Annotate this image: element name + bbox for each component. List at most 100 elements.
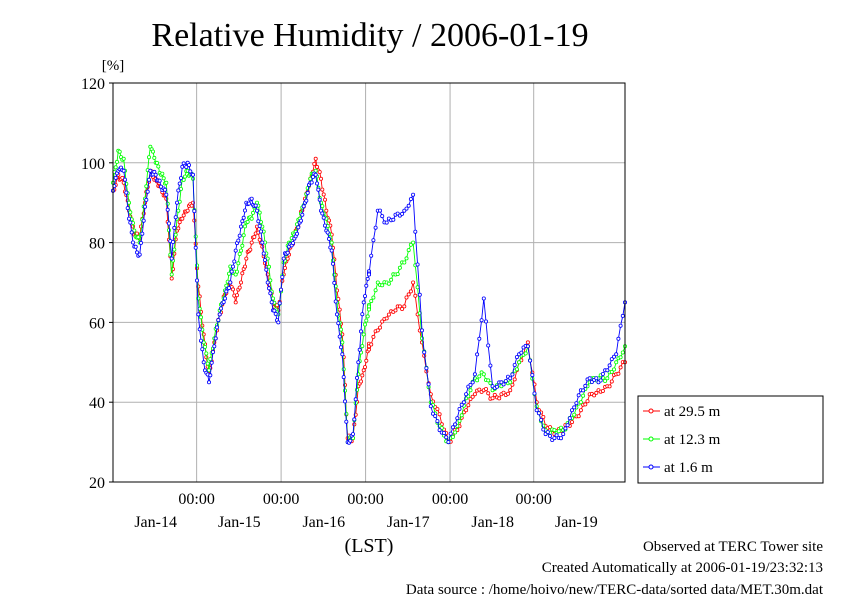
series-2-point xyxy=(330,261,335,266)
series-2-point xyxy=(354,375,359,380)
series-2-point xyxy=(184,164,189,169)
series-2-point xyxy=(344,419,349,424)
series-2-point xyxy=(169,256,174,261)
series-2-point xyxy=(129,230,134,235)
series-2-point xyxy=(127,216,132,221)
series-1-point xyxy=(270,296,275,301)
series-2-point xyxy=(218,306,223,311)
series-0-point xyxy=(477,387,482,392)
series-0-point xyxy=(548,425,553,430)
series-2-point xyxy=(581,388,586,393)
series-1-point xyxy=(154,160,159,165)
series-2-point xyxy=(534,408,539,413)
series-2-point xyxy=(253,203,258,208)
series-2-point xyxy=(477,336,482,341)
series-0-point xyxy=(313,156,318,161)
series-1-point xyxy=(380,283,385,288)
series-2-point xyxy=(304,198,309,203)
series-2-point xyxy=(574,401,579,406)
series-0-point xyxy=(134,231,139,236)
series-2-point xyxy=(514,355,519,360)
series-1-point xyxy=(202,344,207,349)
series-1-point xyxy=(453,430,458,435)
series-0-point xyxy=(397,304,402,309)
series-0-point xyxy=(185,208,190,213)
series-2-point xyxy=(350,432,355,437)
series-2-point xyxy=(123,177,128,182)
x-time-label-3: 00:00 xyxy=(432,491,468,508)
series-2-point xyxy=(448,431,453,436)
series-0-point xyxy=(406,292,411,297)
series-2-point xyxy=(325,230,330,235)
series-1-point xyxy=(450,434,455,439)
series-2-point xyxy=(554,433,559,438)
series-2-point xyxy=(341,375,346,380)
series-2-point xyxy=(296,225,301,230)
y-axis-unit-label: [%] xyxy=(102,58,125,74)
series-2-point xyxy=(508,376,513,381)
series-2-point xyxy=(576,393,581,398)
series-2-point xyxy=(561,432,566,437)
series-1-point xyxy=(614,360,619,365)
series-1-point xyxy=(364,318,369,323)
series-2-point xyxy=(356,360,361,365)
legend-label-0: at 29.5 m xyxy=(664,404,721,420)
series-2-point xyxy=(256,219,261,224)
series-0-point xyxy=(616,371,621,376)
series-1-point xyxy=(182,174,187,179)
series-2-point xyxy=(361,300,366,305)
series-2-point xyxy=(441,430,446,435)
series-1-point xyxy=(164,180,169,185)
series-1-point xyxy=(605,376,610,381)
series-0-point xyxy=(400,306,405,311)
series-0-point xyxy=(237,285,242,290)
series-2-point xyxy=(257,223,262,228)
series-2-point xyxy=(483,319,488,324)
series-2-point xyxy=(269,300,274,305)
y-tick-label-40: 40 xyxy=(89,395,105,412)
series-2-point xyxy=(278,287,283,292)
series-2-point xyxy=(609,357,614,362)
series-2-point xyxy=(461,400,466,405)
series-2-point xyxy=(342,399,347,404)
series-0-point xyxy=(375,328,380,333)
series-2-point xyxy=(153,172,158,177)
series-1-point xyxy=(266,264,271,269)
series-0-point xyxy=(120,175,125,180)
series-2-point xyxy=(366,272,371,277)
series-1-point xyxy=(165,201,170,206)
series-2-point xyxy=(273,311,278,316)
series-1-point xyxy=(338,327,343,332)
series-0-point xyxy=(393,308,398,313)
series-2-point xyxy=(600,371,605,376)
series-1-point xyxy=(475,378,480,383)
series-2-point xyxy=(365,276,370,281)
series-0-point xyxy=(408,289,413,294)
series-0-point xyxy=(404,295,409,300)
series-0-point xyxy=(466,403,471,408)
series-1-point xyxy=(117,149,122,154)
series-2-point xyxy=(305,190,310,195)
series-1-point xyxy=(242,224,247,229)
series-0-point xyxy=(324,208,329,213)
series-2-point xyxy=(528,358,533,363)
series-0-point xyxy=(230,287,235,292)
series-2-point xyxy=(230,264,235,269)
x-time-label-4: 00:00 xyxy=(515,491,551,508)
series-0-point xyxy=(492,392,497,397)
series-2-point xyxy=(217,312,222,317)
series-2-point xyxy=(334,312,339,317)
series-2-point xyxy=(276,320,281,325)
series-1-point xyxy=(146,155,151,160)
series-2-point xyxy=(310,174,315,179)
series-2-point xyxy=(510,372,515,377)
series-2-point xyxy=(369,253,374,258)
series-0-point xyxy=(618,365,623,370)
series-1-point xyxy=(415,285,420,290)
series-0-point xyxy=(369,342,374,347)
series-2-point xyxy=(242,208,247,213)
series-2-point xyxy=(457,406,462,411)
series-1-point xyxy=(197,306,202,311)
